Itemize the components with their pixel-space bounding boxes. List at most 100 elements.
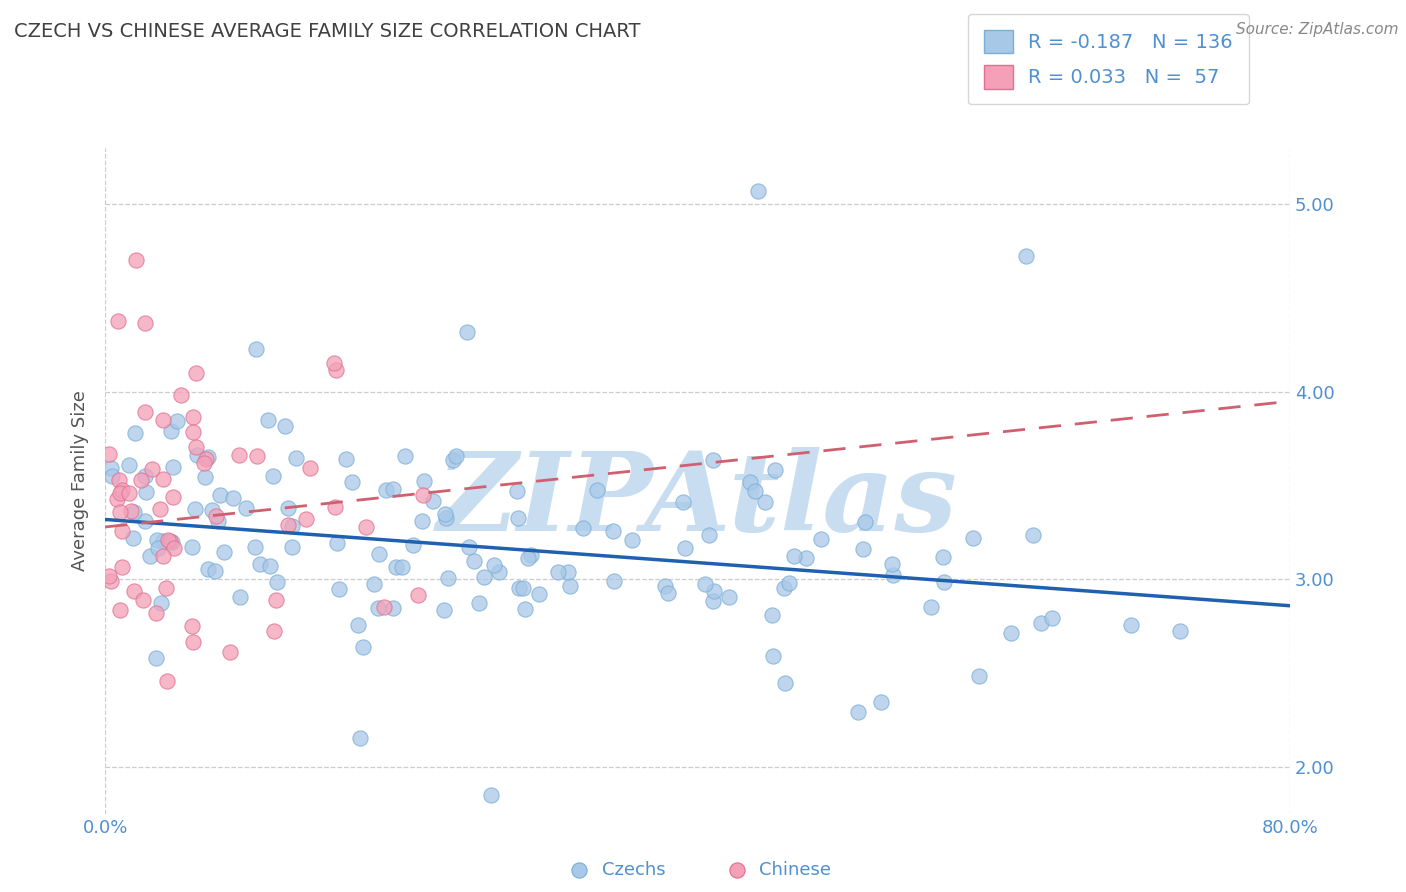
Point — [346, 618, 368, 632]
Point — [1119, 618, 1142, 632]
Point — [962, 531, 984, 545]
Point — [184, 366, 207, 380]
Point — [110, 505, 132, 519]
Point — [163, 541, 186, 556]
Point — [373, 600, 395, 615]
Point — [411, 515, 433, 529]
Point — [349, 731, 371, 745]
Point — [281, 540, 304, 554]
Point — [155, 581, 177, 595]
Point — [1000, 626, 1022, 640]
Point — [157, 533, 180, 548]
Point — [111, 524, 134, 538]
Point — [98, 447, 121, 461]
Point — [277, 500, 299, 515]
Point — [367, 600, 389, 615]
Point — [212, 545, 235, 559]
Point — [434, 508, 457, 522]
Point — [259, 558, 281, 573]
Point — [363, 576, 385, 591]
Point — [571, 521, 593, 535]
Point — [472, 570, 495, 584]
Point — [134, 316, 156, 330]
Point — [107, 473, 129, 487]
Point — [381, 482, 404, 496]
Point — [111, 483, 134, 497]
Point — [657, 586, 679, 600]
Point — [444, 449, 467, 463]
Point — [342, 475, 364, 489]
Text: Source: ZipAtlas.com: Source: ZipAtlas.com — [1236, 22, 1399, 37]
Point — [194, 451, 217, 466]
Point — [512, 581, 534, 595]
Point — [134, 514, 156, 528]
Point — [205, 509, 228, 524]
Point — [382, 601, 405, 615]
Point — [852, 541, 875, 556]
Point — [810, 532, 832, 546]
Point — [257, 413, 280, 427]
Point — [160, 424, 183, 438]
Point — [294, 512, 316, 526]
Point — [197, 450, 219, 464]
Point — [697, 528, 720, 542]
Point — [181, 541, 204, 555]
Point — [229, 590, 252, 604]
Point — [463, 554, 485, 568]
Point — [967, 669, 990, 683]
Point — [129, 473, 152, 487]
Text: Chinese: Chinese — [759, 861, 831, 879]
Point — [181, 425, 204, 439]
Point — [479, 789, 502, 803]
Point — [520, 548, 543, 562]
Point — [853, 515, 876, 529]
Point — [762, 648, 785, 663]
Point — [703, 584, 725, 599]
Text: CZECH VS CHINESE AVERAGE FAMILY SIZE CORRELATION CHART: CZECH VS CHINESE AVERAGE FAMILY SIZE COR… — [14, 22, 641, 41]
Point — [516, 551, 538, 566]
Point — [782, 549, 804, 564]
Point — [162, 490, 184, 504]
Point — [335, 452, 357, 467]
Point — [773, 676, 796, 690]
Point — [1040, 610, 1063, 624]
Point — [170, 388, 193, 402]
Point — [277, 517, 299, 532]
Point — [124, 584, 146, 599]
Point — [219, 645, 242, 659]
Point — [506, 484, 529, 499]
Point — [124, 425, 146, 440]
Point — [122, 531, 145, 545]
Point — [263, 624, 285, 638]
Point — [156, 673, 179, 688]
Point — [186, 440, 208, 454]
Point — [434, 511, 457, 525]
Point — [422, 494, 444, 508]
Point — [117, 458, 139, 472]
Point — [763, 463, 786, 477]
Point — [560, 579, 582, 593]
Legend: R = -0.187   N = 136, R = 0.033   N =  57: R = -0.187 N = 136, R = 0.033 N = 57 — [969, 14, 1249, 104]
Point — [162, 534, 184, 549]
Point — [146, 533, 169, 547]
Point — [197, 562, 219, 576]
Point — [222, 491, 245, 506]
Point — [108, 485, 131, 500]
Text: Czechs: Czechs — [602, 861, 665, 879]
Point — [328, 582, 350, 596]
Point — [148, 541, 170, 555]
Point — [456, 325, 478, 339]
Point — [134, 469, 156, 483]
Point — [412, 474, 434, 488]
Point — [718, 590, 741, 604]
Point — [394, 449, 416, 463]
Point — [586, 483, 609, 498]
Point — [110, 603, 132, 617]
Point — [778, 576, 800, 591]
Point — [145, 650, 167, 665]
Point — [100, 574, 122, 588]
Point — [385, 560, 408, 574]
Point — [870, 695, 893, 709]
Point — [149, 502, 172, 516]
Point — [281, 519, 304, 533]
